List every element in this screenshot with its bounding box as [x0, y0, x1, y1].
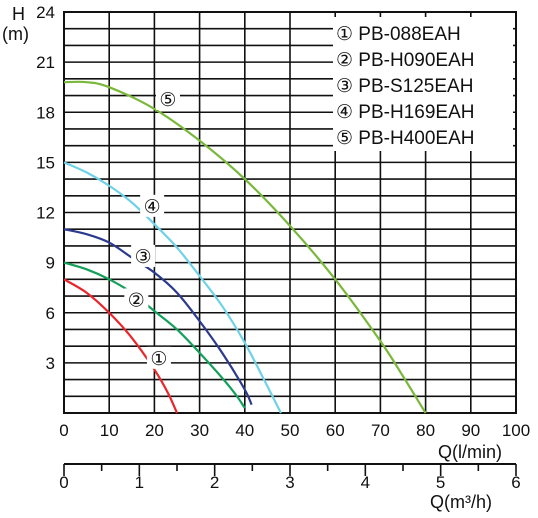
x-axis-title: Q(l/min) — [438, 442, 502, 462]
legend-entry: ② PB-H090EAH — [336, 50, 474, 71]
x-tick-label: 30 — [190, 421, 209, 440]
y-tick-label: 15 — [36, 153, 55, 172]
x-tick-label: 50 — [281, 421, 300, 440]
marker-bg — [146, 346, 171, 369]
tick-labels: 0 10 20 30 40 50 60 70 80 90 100 3 6 9 12 15 18 21 24 — [36, 3, 530, 440]
series-line — [63, 278, 179, 414]
x-secondary-tick-label: 5 — [436, 473, 445, 492]
marker-bg — [124, 288, 149, 311]
x-tick-label: 20 — [145, 421, 164, 440]
marker-bg — [131, 244, 156, 267]
y-axis-unit: (m) — [2, 24, 29, 44]
marker-bg — [155, 87, 180, 110]
x-secondary-tick-label: 2 — [210, 473, 219, 492]
series-marker: ① — [150, 349, 167, 370]
x-secondary-tick-label: 1 — [135, 473, 144, 492]
x-tick-label: 0 — [59, 421, 68, 440]
y-tick-label: 21 — [36, 53, 55, 72]
x-tick-label: 60 — [326, 421, 345, 440]
x-tick-label: 10 — [100, 421, 119, 440]
x-tick-label: 100 — [502, 421, 530, 440]
x-secondary-tick-label: 3 — [285, 473, 294, 492]
series-line — [63, 161, 282, 414]
plot-frame — [63, 11, 517, 414]
y-tick-label: 6 — [46, 304, 55, 323]
curves — [63, 80, 427, 414]
x-tick-label: 90 — [461, 421, 480, 440]
curve-markers: ① ② ③ ④ ⑤ — [124, 87, 180, 370]
x-secondary-tick-label: 4 — [361, 473, 370, 492]
y-tick-label: 18 — [36, 103, 55, 122]
y-axis-title: H — [12, 4, 25, 24]
x-tick-label: 80 — [416, 421, 435, 440]
x-tick-label: 70 — [371, 421, 390, 440]
series-marker: ④ — [144, 197, 161, 218]
x-secondary-axis-title: Q(m³/h) — [430, 492, 492, 512]
legend-entry: ④ PB-H169EAH — [336, 102, 474, 123]
series-marker: ② — [128, 290, 145, 311]
y-tick-label: 12 — [36, 204, 55, 223]
series-line — [63, 261, 246, 409]
series-marker: ⑤ — [159, 90, 176, 111]
x-tick-label: 40 — [235, 421, 254, 440]
x-secondary-tick-label: 0 — [59, 473, 68, 492]
marker-bg — [140, 194, 165, 217]
legend-entry: ⑤ PB-H400EAH — [336, 128, 474, 149]
series-marker: ③ — [135, 247, 152, 268]
y-tick-label: 24 — [36, 3, 55, 22]
legend-entry: ① PB-088EAH — [336, 24, 461, 45]
legend-entry: ③ PB-S125EAH — [336, 76, 473, 97]
series-line — [63, 80, 427, 414]
y-tick-label: 3 — [46, 354, 55, 373]
x-secondary-tick-label: 6 — [511, 473, 520, 492]
legend-box — [333, 17, 513, 151]
legend: ① PB-088EAH ② PB-H090EAH ③ PB-S125EAH ④ PB-… — [333, 17, 513, 151]
y-tick-label: 9 — [46, 254, 55, 273]
secondary-axis: 0 1 2 3 4 5 6 — [59, 463, 521, 492]
series-line — [63, 228, 253, 406]
